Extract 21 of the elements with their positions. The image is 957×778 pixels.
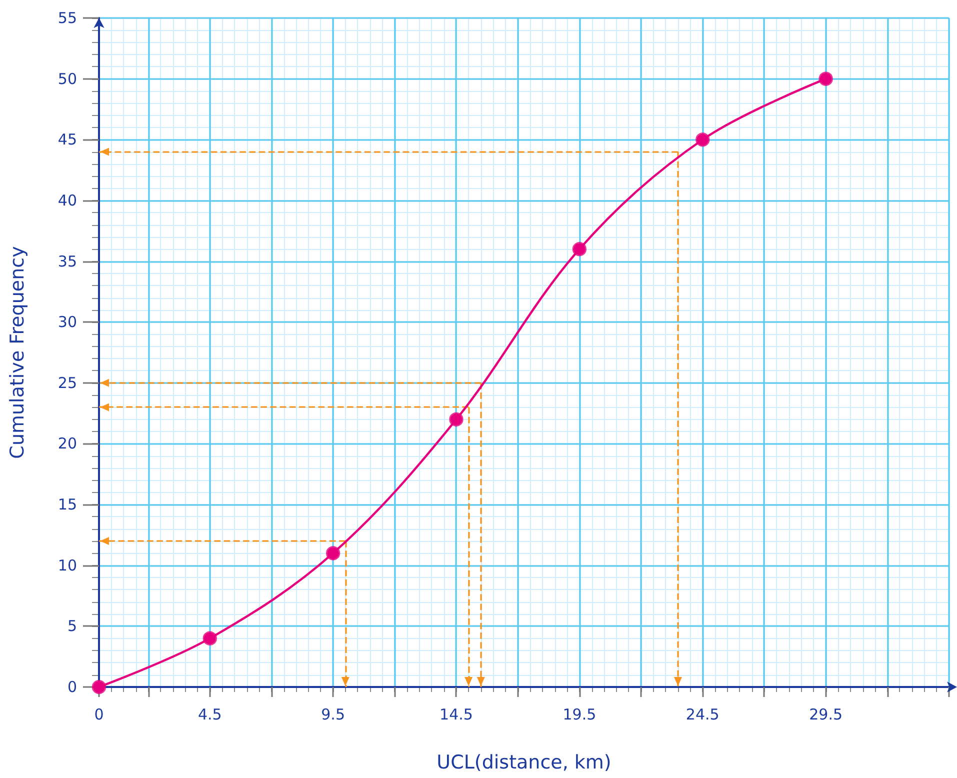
x-tick-label: 4.5 bbox=[198, 706, 222, 724]
x-axis-title: UCL(distance, km) bbox=[436, 752, 612, 774]
x-tick-label: 29.5 bbox=[809, 706, 843, 724]
x-tick-label: 14.5 bbox=[440, 706, 473, 724]
y-tick-label: 20 bbox=[58, 434, 77, 453]
y-axis-title: Cumulative Frequency bbox=[6, 246, 28, 459]
y-tick-label: 0 bbox=[67, 678, 77, 696]
y-tick-label: 30 bbox=[58, 313, 77, 332]
y-tick-label: 40 bbox=[58, 191, 77, 210]
y-tick-label: 55 bbox=[58, 9, 77, 27]
y-tick-label: 50 bbox=[58, 70, 77, 88]
y-tick-label: 25 bbox=[58, 374, 77, 392]
x-tick-label: 9.5 bbox=[321, 706, 345, 724]
x-tick-label: 0 bbox=[94, 706, 104, 724]
y-tick-label: 5 bbox=[67, 617, 77, 636]
y-tick-label: 45 bbox=[58, 130, 77, 149]
x-tick-label: 24.5 bbox=[686, 706, 720, 724]
y-tick-label: 15 bbox=[58, 496, 77, 514]
x-tick-label: 19.5 bbox=[562, 706, 596, 724]
y-tick-label: 10 bbox=[58, 556, 77, 574]
y-tick-label: 35 bbox=[58, 252, 77, 270]
